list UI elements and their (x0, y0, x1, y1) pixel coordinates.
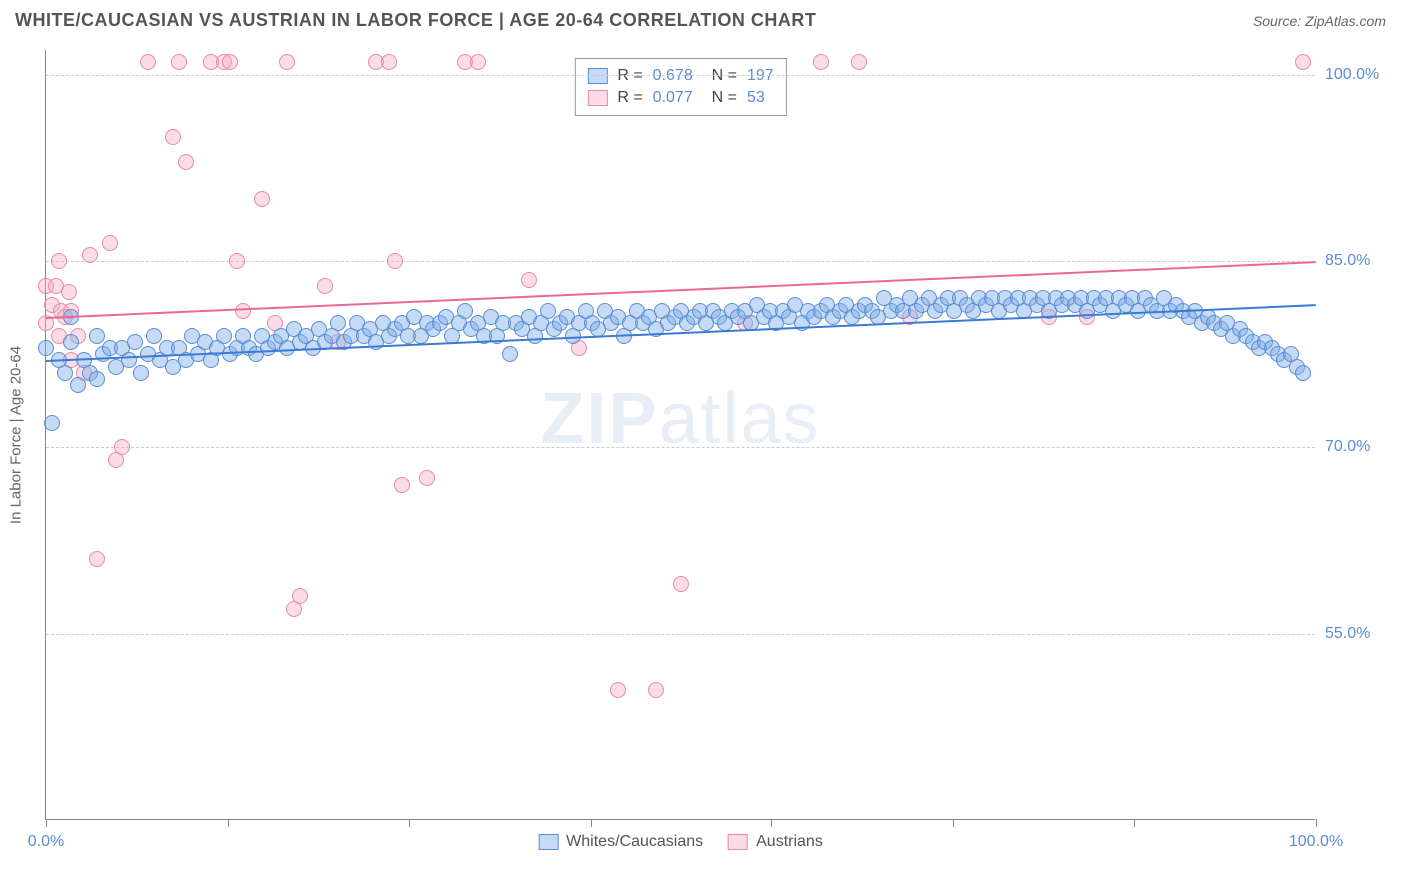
data-point (279, 54, 295, 70)
data-point (813, 54, 829, 70)
data-point (82, 247, 98, 263)
scatter-chart: In Labor Force | Age 20-64 ZIPatlas R = … (45, 50, 1315, 820)
stats-row-2: R = 0.077 N = 53 (587, 87, 773, 109)
data-point (38, 340, 54, 356)
data-point (121, 352, 137, 368)
data-point (470, 54, 486, 70)
data-point (254, 191, 270, 207)
swatch-series-2-bottom (728, 834, 748, 850)
data-point (610, 682, 626, 698)
data-point (419, 470, 435, 486)
xtick-label-right: 100.0% (1289, 833, 1343, 851)
data-point (133, 365, 149, 381)
xtick (228, 819, 229, 827)
data-point (140, 54, 156, 70)
data-point (165, 129, 181, 145)
ytick-label: 100.0% (1325, 66, 1395, 84)
data-point (146, 328, 162, 344)
data-point (57, 365, 73, 381)
xtick (1316, 819, 1317, 827)
data-point (61, 284, 77, 300)
data-point (216, 328, 232, 344)
data-point (540, 303, 556, 319)
data-point (89, 551, 105, 567)
xtick (771, 819, 772, 827)
data-point (1295, 54, 1311, 70)
data-point (89, 371, 105, 387)
swatch-series-2 (587, 90, 607, 106)
source-label: Source: ZipAtlas.com (1253, 13, 1386, 29)
data-point (51, 253, 67, 269)
legend-item-1: Whites/Caucasians (538, 833, 703, 851)
data-point (44, 415, 60, 431)
xtick (409, 819, 410, 827)
ytick-label: 55.0% (1325, 625, 1395, 643)
data-point (89, 328, 105, 344)
data-point (673, 576, 689, 592)
data-point (114, 439, 130, 455)
data-point (851, 54, 867, 70)
xtick (953, 819, 954, 827)
gridline (46, 634, 1315, 635)
swatch-series-1-bottom (538, 834, 558, 850)
chart-title: WHITE/CAUCASIAN VS AUSTRIAN IN LABOR FOR… (15, 10, 816, 31)
data-point (394, 477, 410, 493)
data-point (330, 315, 346, 331)
data-point (387, 253, 403, 269)
gridline (46, 75, 1315, 76)
xtick (1134, 819, 1135, 827)
xtick-label-left: 0.0% (28, 833, 64, 851)
data-point (381, 54, 397, 70)
data-point (648, 682, 664, 698)
data-point (171, 54, 187, 70)
data-point (229, 253, 245, 269)
gridline (46, 447, 1315, 448)
xtick (46, 819, 47, 827)
data-point (521, 272, 537, 288)
data-point (63, 334, 79, 350)
xtick (591, 819, 592, 827)
data-point (502, 346, 518, 362)
data-point (222, 54, 238, 70)
swatch-series-1 (587, 68, 607, 84)
data-point (235, 303, 251, 319)
data-point (102, 235, 118, 251)
data-point (70, 377, 86, 393)
legend-item-2: Austrians (728, 833, 823, 851)
ytick-label: 85.0% (1325, 252, 1395, 270)
data-point (317, 278, 333, 294)
stats-row-1: R = 0.678 N = 197 (587, 65, 773, 87)
data-point (292, 588, 308, 604)
data-point (1295, 365, 1311, 381)
data-point (178, 154, 194, 170)
ytick-label: 70.0% (1325, 438, 1395, 456)
y-axis-label: In Labor Force | Age 20-64 (8, 345, 25, 523)
stats-legend: R = 0.678 N = 197 R = 0.077 N = 53 (574, 58, 786, 116)
data-point (127, 334, 143, 350)
bottom-legend: Whites/Caucasians Austrians (538, 833, 823, 851)
data-point (457, 303, 473, 319)
